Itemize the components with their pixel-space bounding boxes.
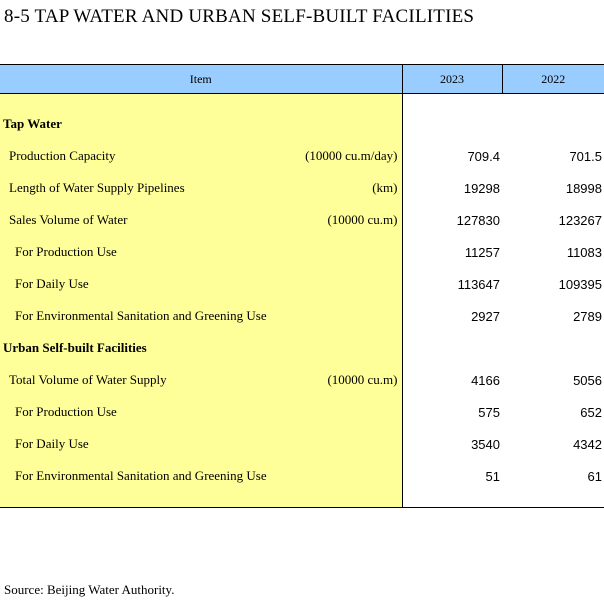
table-spacer-row	[0, 93, 604, 108]
row-label: For Environmental Sanitation and Greenin…	[15, 308, 267, 323]
table-row: Tap Water	[0, 108, 604, 140]
row-unit: (10000 cu.m/day)	[305, 148, 398, 163]
item-cell: Tap Water	[0, 108, 403, 140]
column-header-2023: 2023	[402, 64, 503, 94]
value-2022	[502, 332, 604, 364]
value-2023: 2927	[471, 308, 500, 324]
row-label: For Daily Use	[15, 276, 89, 291]
data-table: Item 2023 2022 Tap Water Production Capa…	[0, 64, 604, 508]
item-cell: Total Volume of Water Supply (10000 cu.m…	[0, 364, 403, 396]
row-label: For Environmental Sanitation and Greenin…	[15, 468, 267, 483]
item-cell: For Production Use	[0, 236, 403, 268]
value-2023: 113647	[457, 276, 500, 292]
value-2022: 109395	[558, 276, 602, 292]
item-cell: For Daily Use	[0, 268, 403, 300]
value-2023: 11257	[464, 244, 500, 260]
item-cell: For Environmental Sanitation and Greenin…	[0, 460, 403, 492]
item-cell: For Environmental Sanitation and Greenin…	[0, 300, 403, 332]
table-row: Sales Volume of Water (10000 cu.m) 12783…	[0, 204, 604, 236]
row-label: Sales Volume of Water	[9, 212, 128, 227]
table-row: For Environmental Sanitation and Greenin…	[0, 460, 604, 492]
column-header-2022: 2022	[502, 64, 604, 94]
row-label: Production Capacity	[9, 148, 116, 163]
table-spacer-row	[0, 492, 604, 508]
value-2022: 701.5	[569, 148, 602, 164]
item-cell: Sales Volume of Water (10000 cu.m)	[0, 204, 403, 236]
value-2023	[402, 332, 502, 364]
table-row: Total Volume of Water Supply (10000 cu.m…	[0, 364, 604, 396]
table-row: Production Capacity (10000 cu.m/day) 709…	[0, 140, 604, 172]
value-2023: 19298	[463, 180, 500, 196]
row-label: For Production Use	[15, 244, 117, 259]
value-2022: 4342	[573, 436, 602, 452]
row-unit: (10000 cu.m)	[327, 372, 398, 387]
table-row: Urban Self-built Facilities	[0, 332, 604, 364]
table-row: For Daily Use 113647 109395	[0, 268, 604, 300]
value-2022: 18998	[565, 180, 602, 196]
value-2023	[402, 108, 502, 140]
row-unit: (km)	[372, 180, 398, 195]
item-cell-spacer	[0, 492, 403, 508]
value-2022	[502, 108, 604, 140]
source-note: Source: Beijing Water Authority.	[4, 582, 175, 597]
table-row: For Daily Use 3540 4342	[0, 428, 604, 460]
page-title: 8-5 TAP WATER AND URBAN SELF-BUILT FACIL…	[4, 6, 475, 27]
row-label: For Daily Use	[15, 436, 89, 451]
row-label: For Production Use	[15, 404, 117, 419]
value-2022: 123267	[558, 212, 602, 228]
value-2022: 652	[580, 404, 602, 420]
item-cell-spacer	[0, 93, 403, 108]
item-cell: Length of Water Supply Pipelines (km)	[0, 172, 403, 204]
value-2023: 575	[478, 404, 500, 420]
value-2022: 5056	[573, 372, 602, 388]
table-row: Length of Water Supply Pipelines (km) 19…	[0, 172, 604, 204]
row-label: Total Volume of Water Supply	[9, 372, 167, 387]
value-2022: 61	[587, 468, 602, 484]
data-table-container: Item 2023 2022 Tap Water Production Capa…	[0, 64, 604, 508]
table-row: For Production Use 11257 11083	[0, 236, 604, 268]
item-cell: For Production Use	[0, 396, 403, 428]
item-cell: For Daily Use	[0, 428, 403, 460]
table-row: For Environmental Sanitation and Greenin…	[0, 300, 604, 332]
table-row: For Production Use 575 652	[0, 396, 604, 428]
value-2022: 11083	[566, 244, 602, 260]
value-2023: 3540	[471, 436, 500, 452]
value-2023: 4166	[471, 372, 500, 388]
column-header-item: Item	[0, 64, 403, 94]
item-cell: Urban Self-built Facilities	[0, 332, 403, 364]
item-cell: Production Capacity (10000 cu.m/day)	[0, 140, 403, 172]
section-label-tap-water: Tap Water	[3, 116, 62, 131]
section-label-urban-self-built: Urban Self-built Facilities	[3, 340, 147, 355]
value-2022: 2789	[573, 308, 602, 324]
value-2023: 127830	[456, 212, 500, 228]
value-2023: 51	[485, 468, 500, 484]
table-header-row: Item 2023 2022	[0, 64, 604, 94]
row-unit: (10000 cu.m)	[327, 212, 398, 227]
value-2023: 709.4	[467, 148, 500, 164]
row-label: Length of Water Supply Pipelines	[9, 180, 185, 195]
